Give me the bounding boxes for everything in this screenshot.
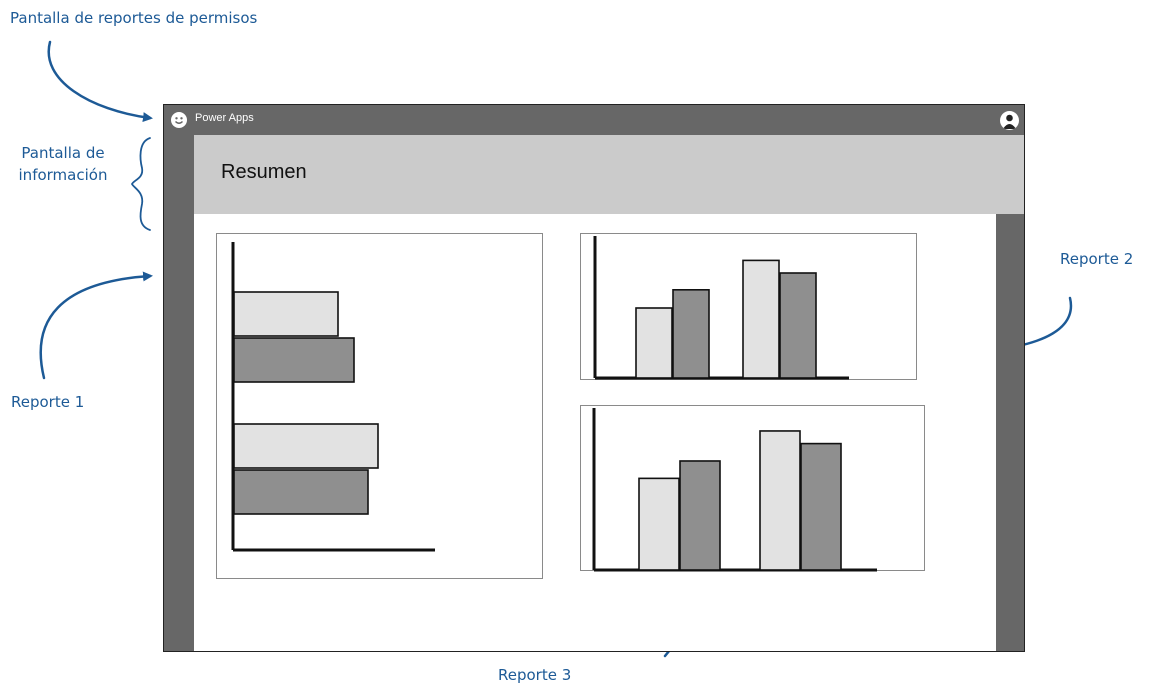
report-2-bar-B-0 — [742, 259, 780, 379]
app-frame: Power Apps Resumen — [163, 104, 1025, 652]
report-2-bar-B-1 — [779, 272, 817, 379]
annotation-report-2: Reporte 2 — [1060, 250, 1134, 268]
user-avatar-icon[interactable] — [1000, 111, 1019, 130]
annotation-screen-info: Pantalla de información — [10, 142, 116, 186]
report-1-panel — [216, 233, 543, 579]
report-1-bar-A-1 — [233, 337, 355, 383]
report-2-chart — [593, 236, 849, 380]
report-3-chart — [592, 408, 877, 572]
report-1-bar-A-0 — [233, 291, 339, 337]
arrow-to-titlebar — [47, 40, 153, 123]
report-2-bar-A-1 — [672, 288, 710, 379]
report-1-bar-B-0 — [233, 423, 379, 469]
report-3-bar-B-0 — [759, 430, 801, 571]
annotation-report-1: Reporte 1 — [11, 393, 85, 411]
annotation-screen-info-line2: información — [18, 166, 108, 184]
report-2-panel — [580, 233, 917, 380]
arrow-to-report-1 — [39, 271, 153, 380]
report-1-chart — [231, 242, 435, 552]
report-3-panel — [580, 405, 925, 572]
annotation-screen-info-line1: Pantalla de — [21, 144, 105, 162]
report-1-bar-B-1 — [233, 469, 369, 515]
report-3-bar-A-1 — [679, 460, 721, 571]
left-rail — [164, 135, 194, 651]
app-title: Power Apps — [195, 112, 254, 124]
page-title: Resumen — [221, 161, 307, 183]
smiley-icon — [171, 112, 187, 128]
annotation-screen-reports: Pantalla de reportes de permisos — [10, 9, 258, 27]
title-bar: Power Apps — [164, 105, 1024, 136]
annotation-report-3: Reporte 3 — [498, 666, 572, 684]
report-3-bar-A-0 — [638, 477, 680, 571]
brace-info — [130, 137, 151, 231]
report-2-bar-A-0 — [635, 307, 673, 379]
right-rail — [996, 214, 1024, 651]
report-3-bar-B-1 — [800, 442, 842, 571]
header-band: Resumen — [194, 135, 1024, 214]
